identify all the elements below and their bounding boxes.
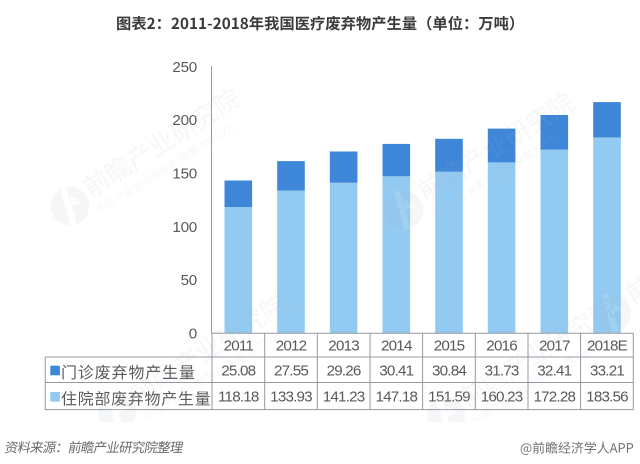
svg-text:2013: 2013 — [328, 338, 359, 355]
svg-text:147.18: 147.18 — [375, 389, 417, 406]
svg-text:118.18: 118.18 — [218, 389, 259, 406]
svg-text:2016: 2016 — [486, 338, 517, 355]
svg-text:2012: 2012 — [276, 338, 307, 355]
svg-text:2018E: 2018E — [587, 338, 628, 355]
svg-text:0: 0 — [189, 326, 197, 343]
svg-text:30.84: 30.84 — [432, 362, 466, 379]
svg-text:25.08: 25.08 — [221, 362, 255, 379]
svg-text:250: 250 — [172, 59, 197, 76]
svg-text:172.28: 172.28 — [533, 389, 575, 406]
svg-text:27.55: 27.55 — [274, 362, 308, 379]
svg-text:2011: 2011 — [224, 338, 254, 355]
svg-text:2014: 2014 — [381, 338, 412, 355]
svg-text:50: 50 — [181, 272, 197, 289]
svg-text:2015: 2015 — [434, 338, 465, 355]
svg-text:183.56: 183.56 — [586, 389, 628, 406]
svg-text:141.23: 141.23 — [323, 389, 365, 406]
svg-text:29.26: 29.26 — [327, 362, 361, 379]
svg-text:150: 150 — [172, 166, 197, 183]
svg-text:160.23: 160.23 — [481, 389, 523, 406]
svg-text:133.93: 133.93 — [270, 389, 312, 406]
svg-text:33.21: 33.21 — [590, 362, 624, 379]
svg-text:100: 100 — [172, 219, 197, 236]
svg-text:30.41: 30.41 — [379, 362, 413, 379]
